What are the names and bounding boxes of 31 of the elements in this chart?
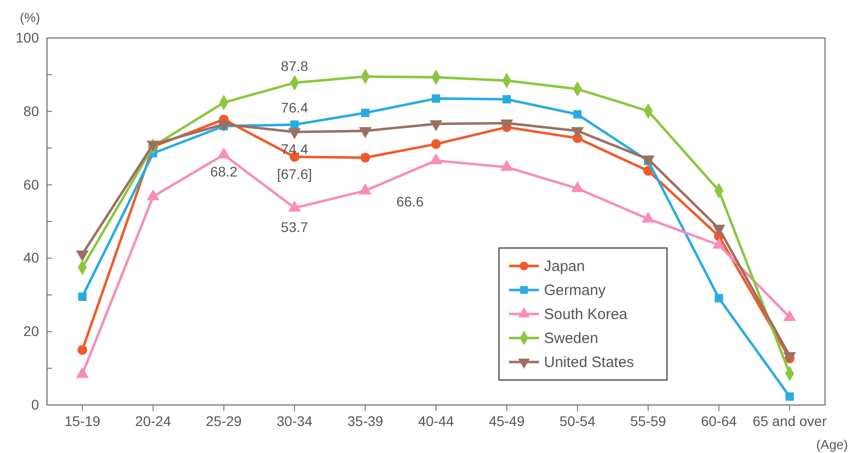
x-tick-label: 35-39 bbox=[347, 412, 384, 429]
x-tick-label: 15-19 bbox=[64, 412, 100, 429]
annotation: [67.6] bbox=[277, 166, 312, 182]
y-tick-label: 40 bbox=[23, 250, 40, 266]
x-axis-title: (Age) bbox=[816, 437, 848, 452]
x-tick-label: 40-44 bbox=[418, 412, 454, 429]
annotation: 87.8 bbox=[280, 58, 308, 74]
annotation: 53.7 bbox=[280, 218, 308, 235]
y-axis-title: (%) bbox=[20, 10, 40, 25]
y-tick-label: 20 bbox=[23, 323, 40, 340]
legend-label: Japan bbox=[544, 258, 585, 275]
x-tick-label: 50-54 bbox=[560, 412, 596, 429]
y-tick-label: 80 bbox=[23, 102, 40, 119]
annotation: 74.4 bbox=[280, 140, 308, 157]
x-tick-label: 65 and over bbox=[752, 412, 827, 429]
legend-label: United States bbox=[544, 354, 634, 371]
legend-label: Germany bbox=[544, 282, 606, 299]
x-tick-label: 55-59 bbox=[630, 412, 666, 429]
x-tick-label: 30-34 bbox=[276, 412, 313, 429]
y-tick-label: 0 bbox=[31, 396, 40, 412]
x-tick-label: 25-29 bbox=[206, 412, 242, 429]
annotation: 76.4 bbox=[280, 100, 308, 116]
annotation: 68.2 bbox=[210, 164, 238, 180]
x-tick-label: 20-24 bbox=[135, 412, 172, 429]
y-tick-label: 60 bbox=[23, 176, 40, 192]
y-tick-label: 100 bbox=[16, 29, 40, 46]
annotation: 66.6 bbox=[396, 194, 424, 210]
legend-label: South Korea bbox=[544, 306, 628, 323]
x-tick-label: 60-64 bbox=[701, 412, 738, 429]
legend-label: Sweden bbox=[544, 330, 598, 347]
x-tick-label: 45-49 bbox=[488, 412, 525, 429]
